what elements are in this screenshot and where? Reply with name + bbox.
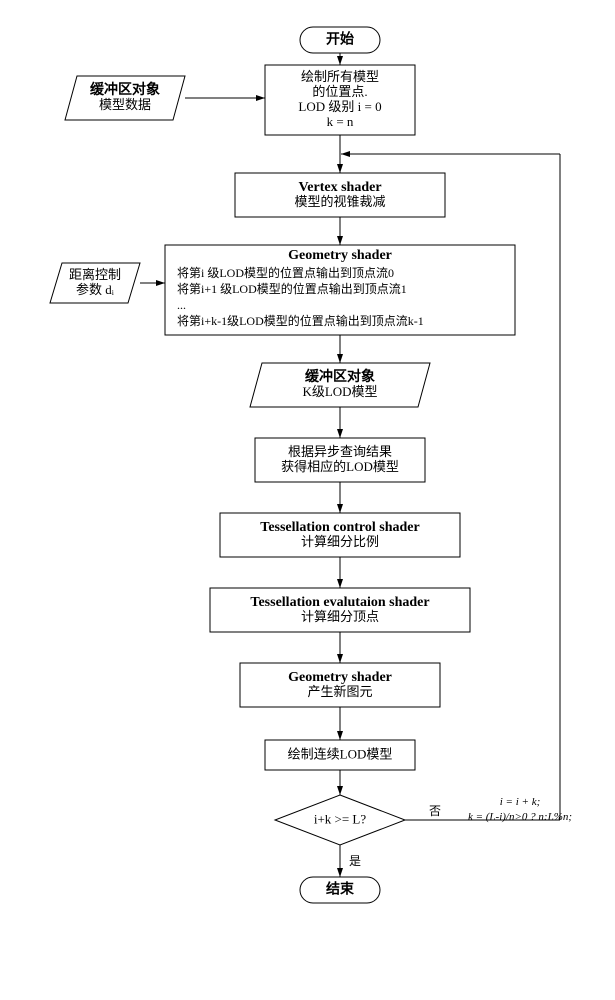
svg-text:模型的视锥裁减: 模型的视锥裁减 <box>294 194 385 209</box>
node-vertex: Vertex shader模型的视锥裁减 <box>235 173 445 217</box>
svg-text:LOD 级别 i = 0: LOD 级别 i = 0 <box>298 99 381 114</box>
svg-text:是: 是 <box>349 854 361 868</box>
svg-text:获得相应的LOD模型: 获得相应的LOD模型 <box>281 459 399 474</box>
node-async: 根据异步查询结果获得相应的LOD模型 <box>255 438 425 482</box>
svg-text:将第i+1 级LOD模型的位置点输出到顶点流1: 将第i+1 级LOD模型的位置点输出到顶点流1 <box>177 281 407 296</box>
svg-text:缓冲区对象: 缓冲区对象 <box>305 368 375 385</box>
svg-text:i = i + k;: i = i + k; <box>500 796 541 808</box>
node-init: 绘制所有模型的位置点.LOD 级别 i = 0k = n <box>265 65 415 135</box>
node-drawLOD: 绘制连续LOD模型 <box>265 740 415 770</box>
node-distParam: 距离控制参数 dᵢ <box>50 263 140 303</box>
svg-text:缓冲区对象: 缓冲区对象 <box>90 81 160 98</box>
svg-text:i+k >= L?: i+k >= L? <box>314 812 367 827</box>
svg-text:计算细分比例: 计算细分比例 <box>301 534 379 549</box>
svg-text:...: ... <box>177 298 186 312</box>
svg-text:将第i+k-1级LOD模型的位置点输出到顶点流k-1: 将第i+k-1级LOD模型的位置点输出到顶点流k-1 <box>177 313 424 328</box>
svg-text:的位置点.: 的位置点. <box>312 84 367 99</box>
svg-text:模型数据: 模型数据 <box>99 97 151 112</box>
svg-text:K级LOD模型: K级LOD模型 <box>302 384 377 399</box>
node-bufferObj2: 缓冲区对象K级LOD模型 <box>250 363 430 407</box>
node-geom1: Geometry shader将第i 级LOD模型的位置点输出到顶点流0将第i+… <box>165 245 515 335</box>
node-tessEval: Tessellation evalutaion shader计算细分顶点 <box>210 588 470 632</box>
flowchart-canvas: 开始缓冲区对象模型数据绘制所有模型的位置点.LOD 级别 i = 0k = nV… <box>20 20 595 940</box>
svg-text:Geometry shader: Geometry shader <box>288 670 392 685</box>
node-geom2: Geometry shader产生新图元 <box>240 663 440 707</box>
node-end: 结束 <box>300 877 380 903</box>
svg-text:计算细分顶点: 计算细分顶点 <box>301 609 379 624</box>
svg-text:绘制所有模型: 绘制所有模型 <box>301 69 379 84</box>
svg-text:结束: 结束 <box>326 881 355 898</box>
svg-text:Geometry shader: Geometry shader <box>288 248 392 263</box>
svg-text:产生新图元: 产生新图元 <box>307 684 372 699</box>
node-tessCtrl: Tessellation control shader计算细分比例 <box>220 513 460 557</box>
svg-text:否: 否 <box>429 804 441 818</box>
node-start: 开始 <box>300 27 380 53</box>
svg-text:绘制连续LOD模型: 绘制连续LOD模型 <box>288 747 393 762</box>
svg-text:Tessellation control shader: Tessellation control shader <box>260 520 419 535</box>
svg-text:开始: 开始 <box>326 31 354 48</box>
svg-text:将第i 级LOD模型的位置点输出到顶点流0: 将第i 级LOD模型的位置点输出到顶点流0 <box>177 265 394 280</box>
svg-text:距离控制: 距离控制 <box>69 267 121 282</box>
node-bufferObj1: 缓冲区对象模型数据 <box>65 76 185 120</box>
svg-text:k = n: k = n <box>327 114 354 129</box>
svg-text:Vertex shader: Vertex shader <box>298 180 381 195</box>
svg-text:k = (L-i)/n>0 ? n:L%n;: k = (L-i)/n>0 ? n:L%n; <box>468 811 572 823</box>
svg-text:根据异步查询结果: 根据异步查询结果 <box>288 444 392 459</box>
svg-text:参数 dᵢ: 参数 dᵢ <box>76 282 115 297</box>
svg-text:Tessellation evalutaion shader: Tessellation evalutaion shader <box>250 595 429 610</box>
node-decision: i+k >= L? <box>275 795 405 845</box>
